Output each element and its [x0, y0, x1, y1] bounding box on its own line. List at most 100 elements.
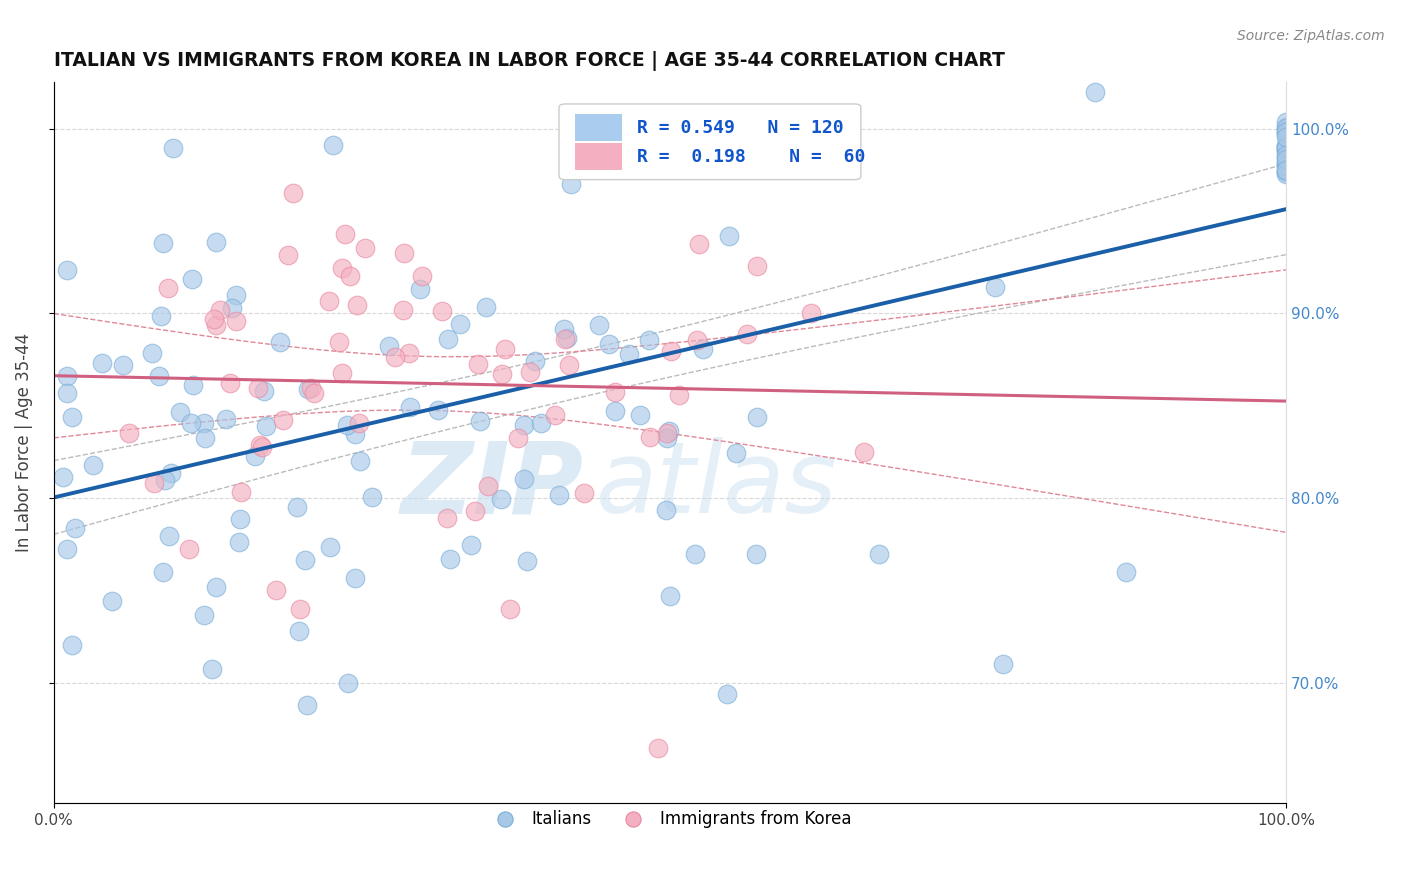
Point [318, 540, 340, 554]
Point [436, 511, 458, 525]
Point [628, 408, 651, 422]
Point [148, 369, 170, 384]
Text: R =  0.198    N =  60: R = 0.198 N = 60 [637, 147, 865, 166]
Point [337, 676, 360, 690]
Point [494, 343, 516, 357]
Y-axis label: In Labor Force | Age 35-44: In Labor Force | Age 35-44 [15, 333, 32, 552]
Point [1275, 141, 1298, 155]
Point [1275, 120, 1298, 135]
Point [205, 580, 228, 594]
Point [225, 314, 247, 328]
Point [1275, 139, 1298, 153]
Point [735, 326, 758, 341]
Point [399, 401, 422, 415]
Point [475, 301, 498, 315]
Point [152, 236, 174, 251]
Point [1275, 152, 1298, 166]
Point [330, 261, 353, 276]
Point [288, 624, 311, 638]
Point [347, 417, 370, 431]
Point [229, 484, 252, 499]
Point [141, 346, 163, 360]
Point [218, 376, 240, 391]
Point [55, 369, 77, 384]
Point [555, 331, 578, 345]
Point [62, 638, 84, 652]
Point [430, 304, 453, 318]
Point [149, 309, 172, 323]
Point [725, 446, 748, 460]
Point [659, 343, 682, 358]
Point [1275, 144, 1298, 158]
Point [398, 346, 420, 360]
Point [285, 500, 308, 514]
Point [688, 237, 710, 252]
Point [271, 413, 294, 427]
Point [204, 235, 226, 250]
Point [427, 402, 450, 417]
Point [253, 384, 276, 399]
Point [547, 488, 569, 502]
Point [339, 269, 361, 284]
Point [1275, 125, 1298, 139]
Point [180, 416, 202, 430]
FancyBboxPatch shape [560, 104, 860, 179]
Point [181, 378, 204, 392]
Point [118, 425, 141, 440]
Point [1275, 124, 1298, 138]
Point [560, 177, 582, 191]
Point [637, 333, 659, 347]
Point [328, 335, 350, 350]
Point [491, 367, 513, 381]
Point [318, 293, 340, 308]
FancyBboxPatch shape [575, 114, 621, 142]
Text: ZIP: ZIP [401, 437, 583, 534]
Point [245, 449, 267, 463]
Legend: Italians, Immigrants from Korea: Italians, Immigrants from Korea [482, 803, 858, 834]
Point [353, 241, 375, 255]
Point [460, 538, 482, 552]
Point [747, 259, 769, 273]
Point [228, 512, 250, 526]
Point [1275, 114, 1298, 128]
Point [638, 430, 661, 444]
Point [605, 385, 627, 400]
Point [157, 529, 180, 543]
Point [553, 322, 575, 336]
Text: Source: ZipAtlas.com: Source: ZipAtlas.com [1237, 29, 1385, 43]
Point [658, 424, 681, 438]
Point [1275, 159, 1298, 173]
Point [152, 565, 174, 579]
Point [716, 687, 738, 701]
Point [60, 410, 83, 425]
Point [142, 475, 165, 490]
Point [335, 417, 357, 432]
Point [1275, 143, 1298, 157]
Point [467, 357, 489, 371]
Point [162, 141, 184, 155]
Point [302, 386, 325, 401]
Point [378, 339, 401, 353]
Point [411, 269, 433, 284]
Point [322, 138, 344, 153]
Point [209, 303, 232, 318]
Point [269, 334, 291, 349]
Point [277, 248, 299, 262]
Point [524, 354, 547, 368]
Point [1275, 157, 1298, 171]
Point [1115, 565, 1137, 579]
Point [297, 383, 319, 397]
Point [1275, 139, 1298, 153]
Point [157, 281, 180, 295]
Point [1275, 128, 1298, 142]
Point [56, 262, 79, 277]
Point [250, 440, 273, 454]
Point [598, 336, 620, 351]
Point [1275, 164, 1298, 178]
Point [264, 583, 287, 598]
Point [554, 332, 576, 346]
Point [745, 409, 768, 424]
Point [225, 288, 247, 302]
Point [215, 412, 238, 426]
Point [361, 491, 384, 505]
